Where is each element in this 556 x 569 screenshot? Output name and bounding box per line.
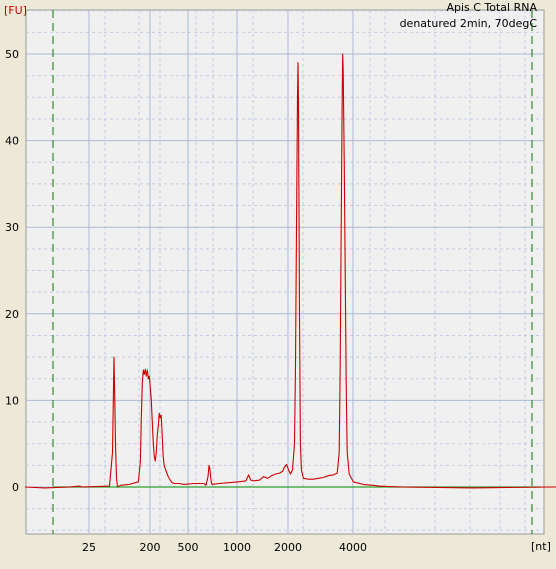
x-tick-label: 2000 [274,541,302,554]
chart-subtitle: denatured 2min, 70degC [400,17,538,30]
y-tick-label: 20 [5,308,19,321]
y-tick-label: 50 [5,48,19,61]
x-tick-label: 200 [140,541,161,554]
x-axis-label: [nt] [531,540,551,553]
plot-background [25,9,545,535]
y-tick-label: 40 [5,135,19,148]
x-tick-labels: 25 200 500 1000 2000 4000 [82,541,367,554]
chart-title: Apis C Total RNA [446,1,537,14]
y-axis-label: [FU] [4,4,27,17]
y-tick-labels: 0 10 20 30 40 50 [5,48,19,494]
alignment-markers [52,10,533,534]
x-tick-label: 25 [82,541,96,554]
x-tick-label: 1000 [223,541,251,554]
x-tick-label: 500 [178,541,199,554]
y-tick-label: 0 [12,481,19,494]
y-tick-label: 10 [5,394,19,407]
x-tick-label: 4000 [339,541,367,554]
series-trace [24,53,556,489]
y-tick-label: 30 [5,221,19,234]
